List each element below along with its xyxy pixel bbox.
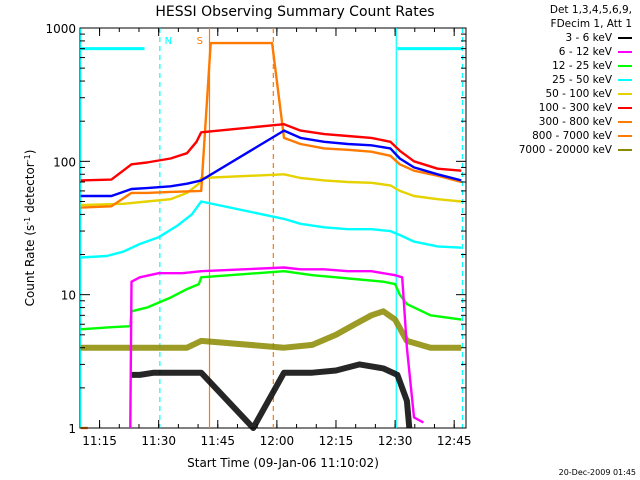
y-axis-label: Count Rate (s-1 detector-1) [23,150,38,307]
series-line-300-800-kev [80,41,462,209]
legend-label: 3 - 6 keV [565,32,612,44]
marker-label-s: S [197,36,203,47]
marker-label-n: N [165,36,172,47]
x-tick-label-2: 11:45 [200,434,235,448]
y-tick-label-0: 1 [68,422,76,436]
y-label-part-3: ) [23,150,37,155]
legend-item: 3 - 6 keV [565,32,632,44]
series-line-blue [80,129,462,198]
legend-label: 12 - 25 keV [552,60,612,72]
footer-timestamp: 20-Dec-2009 01:45 [559,468,636,477]
series-line-25-50-kev [80,200,462,259]
y-label-part-1: Count Rate (s [23,225,37,307]
legend-swatch [618,51,632,53]
series-line-100-300-kev [80,123,462,182]
legend-label: 25 - 50 keV [552,74,612,86]
legend-label: 800 - 7000 keV [532,130,612,142]
legend-item: 800 - 7000 keV [532,130,632,142]
series-line-7000-20000-kev [80,308,462,351]
legend-swatch [618,65,632,67]
legend-swatch [618,135,632,137]
legend-item: 300 - 800 keV [539,116,632,128]
series-line-3-6-kev [130,361,413,431]
legend-header-1: FDecim 1, Att 1 [550,18,632,30]
y-label-part-2: detector [23,162,37,217]
chart-title: HESSI Observing Summary Count Rates [155,4,434,20]
legend-item: 7000 - 20000 keV [519,144,632,156]
legend-item: 6 - 12 keV [559,46,632,58]
legend-swatch [618,121,632,123]
ticks-group: 11:15 11:30 11:45 12:00 12:15 12:30 12:45 1 10 10… [45,22,471,448]
legend-swatch [618,149,632,151]
legend-swatch [618,37,632,39]
legend-label: 100 - 300 keV [538,102,612,114]
series-line-6-12-kev [129,266,424,429]
legend-header-0: Det 1,3,4,5,6,9, [549,4,632,16]
y-label-sup-1: -1 [23,217,32,225]
x-tick-label-4: 12:15 [319,434,354,448]
x-tick-label-6: 12:45 [437,434,472,448]
y-tick-label-2: 100 [53,155,76,169]
legend-swatch [618,79,632,81]
x-tick-label-3: 12:00 [260,434,295,448]
y-tick-label-3: 1000 [45,22,76,36]
legend-label: 300 - 800 keV [538,116,612,128]
x-tick-label-5: 12:30 [378,434,413,448]
y-label-sup-2: -1 [23,154,32,162]
series-line-50-100-kev [80,173,462,207]
legend-label: 7000 - 20000 keV [518,144,612,156]
legend-label: 6 - 12 keV [558,46,612,58]
y-tick-label-1: 10 [61,289,76,303]
legend-item: 12 - 25 keV [552,60,632,72]
legend-item: 25 - 50 keV [552,74,632,86]
legend-item: 100 - 300 keV [539,102,632,114]
x-axis-label: Start Time (09-Jan-06 11:10:02) [187,456,379,470]
x-tick-label-1: 11:30 [141,434,176,448]
x-tick-label-0: 11:15 [82,434,117,448]
series-group [80,41,463,431]
legend-label: 50 - 100 keV [545,88,612,100]
legend-swatch [618,93,632,95]
legend-item: 50 - 100 keV [545,88,632,100]
legend-swatch [618,107,632,109]
